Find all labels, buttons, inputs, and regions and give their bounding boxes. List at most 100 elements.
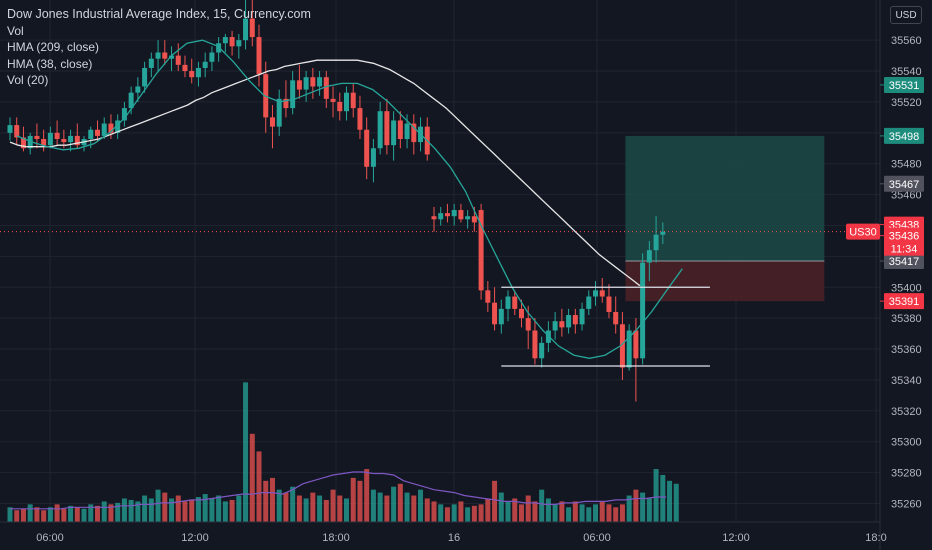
- time-tick-label: 18:0: [865, 532, 886, 544]
- volume-bar: [492, 480, 498, 522]
- candle-body: [498, 308, 504, 325]
- candle-body: [115, 120, 121, 133]
- candle-body: [142, 67, 148, 87]
- candle-body: [653, 234, 659, 251]
- volume-bar: [195, 497, 201, 522]
- candle-body: [47, 132, 53, 146]
- candlesticks: [7, 0, 666, 402]
- volume-bar: [135, 501, 141, 522]
- vol-ma-polyline: [10, 471, 667, 510]
- candle-body: [290, 80, 296, 109]
- volume-bar: [88, 504, 94, 522]
- volume-bar: [397, 483, 403, 522]
- volume-bar: [14, 510, 20, 522]
- time-tick-label: 12:00: [722, 532, 750, 544]
- candle-body: [162, 52, 168, 59]
- price-label-box: [884, 227, 924, 244]
- candle-body: [539, 342, 545, 359]
- volume-bar: [256, 451, 262, 522]
- volume-bar: [532, 501, 538, 522]
- volume-bar: [431, 501, 437, 522]
- volume-bar: [377, 492, 383, 522]
- candle-body: [404, 123, 410, 139]
- candle-body: [222, 37, 228, 44]
- candle-body: [169, 55, 175, 59]
- volume-bar: [485, 498, 491, 522]
- candle-body: [364, 129, 370, 167]
- position-tool[interactable]: [625, 135, 825, 302]
- volume-bar: [20, 508, 26, 522]
- price-tick-label: 35560: [891, 35, 922, 47]
- volume-bar: [619, 504, 625, 522]
- volume-bar: [667, 480, 673, 522]
- price-tick-label: 35320: [891, 406, 922, 418]
- time-tick-label: 06:00: [583, 532, 611, 544]
- volume-bar: [337, 495, 343, 522]
- candle-body: [640, 262, 646, 359]
- price-label-text: 35531: [889, 80, 920, 92]
- volume-bar: [263, 480, 269, 522]
- horizontal-lines[interactable]: [501, 286, 710, 367]
- candle-body: [593, 290, 599, 297]
- volume-bars: [7, 382, 679, 522]
- price-label-box: [884, 127, 924, 144]
- chart-legend: Dow Jones Industrial Average Index, 15, …: [7, 6, 311, 89]
- candle-body: [182, 64, 188, 72]
- candle-body: [269, 117, 275, 127]
- currency-button[interactable]: USD: [890, 6, 922, 24]
- candle-body: [411, 123, 417, 143]
- candle-body: [397, 120, 403, 139]
- volume-bar: [438, 504, 444, 522]
- price-tick-label: 35480: [891, 159, 922, 171]
- volume-bar: [290, 486, 296, 522]
- volume-bar: [559, 501, 565, 522]
- candle-body: [61, 138, 67, 143]
- candle-body: [175, 55, 181, 65]
- candle-body: [7, 125, 13, 133]
- candle-body: [444, 213, 450, 217]
- price-tick-label: 35280: [891, 468, 922, 480]
- volume-bar: [653, 469, 659, 522]
- volume-bar: [478, 504, 484, 522]
- hma-209-line: [9, 59, 641, 287]
- volume-bar: [458, 501, 464, 522]
- volume-bar: [47, 507, 53, 522]
- candle-body: [344, 92, 349, 112]
- countdown-box: [884, 241, 924, 256]
- price-tick-label: 35340: [891, 375, 922, 387]
- volume-bar: [175, 495, 181, 522]
- candle-body: [660, 231, 666, 235]
- volume-bar: [613, 507, 619, 522]
- candle-body: [633, 330, 639, 359]
- price-label-box: [884, 76, 924, 93]
- candle-body: [451, 210, 457, 217]
- candle-body: [54, 132, 60, 139]
- volume-bar: [384, 495, 390, 522]
- candle-body: [41, 138, 47, 146]
- volume-bar: [646, 498, 652, 522]
- candle-body: [229, 37, 235, 47]
- symbol-badge-box: [846, 223, 880, 240]
- candle-body: [189, 71, 195, 78]
- candle-body: [431, 216, 437, 220]
- candle-body: [283, 98, 289, 109]
- price-labels: 3553135498354673543835436354173539111:34…: [846, 76, 924, 310]
- candle-body: [27, 135, 33, 149]
- time-tick-label: 06:00: [36, 532, 64, 544]
- candle-body: [310, 77, 316, 87]
- price-label-box: [884, 175, 924, 192]
- volume-bar: [209, 498, 215, 522]
- time-axis[interactable]: 06:00 12:00 18:00 16 06:00 12:00 18:0: [0, 521, 887, 544]
- volume-bar: [323, 499, 329, 522]
- volume-bar: [54, 504, 60, 522]
- volume-bar: [27, 504, 33, 522]
- price-tick-label: 35460: [891, 190, 922, 202]
- volume-bar: [673, 483, 679, 522]
- candle-body: [74, 135, 80, 146]
- volume-bar: [94, 505, 100, 522]
- volume-bar: [391, 486, 397, 522]
- candle-body: [572, 315, 578, 325]
- volume-bar: [471, 505, 477, 522]
- candle-body: [128, 92, 134, 109]
